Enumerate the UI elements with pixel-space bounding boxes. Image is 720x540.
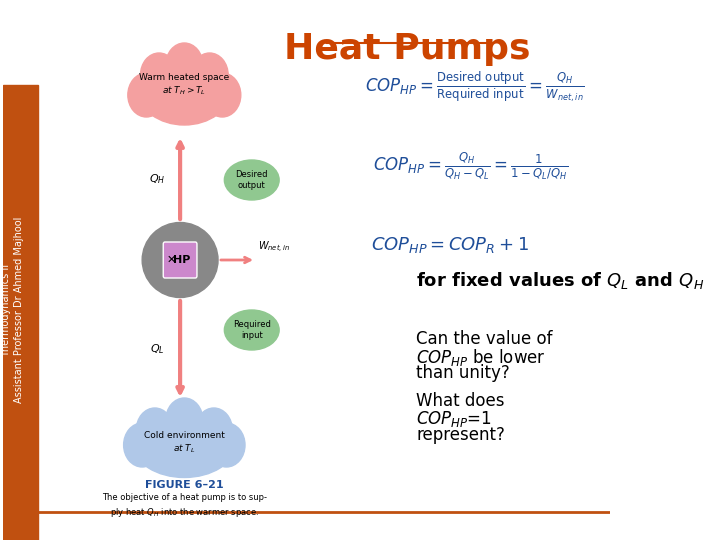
Circle shape	[136, 408, 174, 452]
Text: than unity?: than unity?	[416, 364, 510, 382]
Text: $Q_L$: $Q_L$	[150, 342, 165, 356]
Text: Desired
output: Desired output	[235, 170, 268, 190]
FancyBboxPatch shape	[163, 242, 197, 278]
Ellipse shape	[142, 222, 218, 298]
Text: $COP_{HP}$=1: $COP_{HP}$=1	[416, 409, 492, 429]
Circle shape	[166, 43, 203, 87]
Text: Warm heated space
$at\ T_H > T_L$: Warm heated space $at\ T_H > T_L$	[139, 73, 230, 97]
Ellipse shape	[225, 310, 279, 350]
Text: HP: HP	[174, 255, 191, 265]
Text: $Q_H$: $Q_H$	[148, 172, 165, 186]
Text: Required
input: Required input	[233, 320, 271, 340]
Circle shape	[208, 423, 245, 467]
Ellipse shape	[138, 55, 230, 125]
Circle shape	[195, 408, 233, 452]
Text: for fixed values of $Q_L$ and $Q_H$: for fixed values of $Q_L$ and $Q_H$	[416, 270, 704, 291]
Circle shape	[128, 73, 165, 117]
Ellipse shape	[225, 160, 279, 200]
Text: represent?: represent?	[416, 426, 505, 444]
Text: The objective of a heat pump is to sup-
ply heat $Q_H$ into the warmer space.: The objective of a heat pump is to sup- …	[102, 493, 267, 518]
Text: $COP_{HP} = COP_R + 1$: $COP_{HP} = COP_R + 1$	[371, 235, 528, 255]
Circle shape	[140, 53, 178, 97]
Text: $COP_{HP} = \frac{Q_H}{Q_H - Q_L} = \frac{1}{1 - Q_L/Q_H}$: $COP_{HP} = \frac{Q_H}{Q_H - Q_L} = \fra…	[374, 150, 569, 181]
Text: ✕: ✕	[166, 255, 176, 265]
Text: Can the value of: Can the value of	[416, 330, 553, 348]
Bar	[3, 85, 38, 540]
Text: Thermodynamics II
Assistant Professor Dr Ahmed Majhool: Thermodynamics II Assistant Professor Dr…	[1, 217, 24, 403]
Text: $W_{net,in}$: $W_{net,in}$	[258, 240, 289, 255]
Text: Cold environment
$at\ T_L$: Cold environment $at\ T_L$	[144, 431, 225, 455]
Text: $COP_{HP} = \frac{\mathrm{Desired\ output}}{\mathrm{Required\ input}} = \frac{Q_: $COP_{HP} = \frac{\mathrm{Desired\ outpu…	[365, 70, 585, 105]
Ellipse shape	[134, 413, 235, 477]
Text: What does: What does	[416, 392, 505, 410]
Circle shape	[204, 73, 240, 117]
Circle shape	[191, 53, 228, 97]
Circle shape	[166, 398, 203, 442]
Text: $COP_{HP}$ be lower: $COP_{HP}$ be lower	[416, 347, 546, 368]
Text: Heat Pumps: Heat Pumps	[284, 32, 531, 66]
Circle shape	[124, 423, 161, 467]
Text: FIGURE 6–21: FIGURE 6–21	[145, 480, 224, 490]
